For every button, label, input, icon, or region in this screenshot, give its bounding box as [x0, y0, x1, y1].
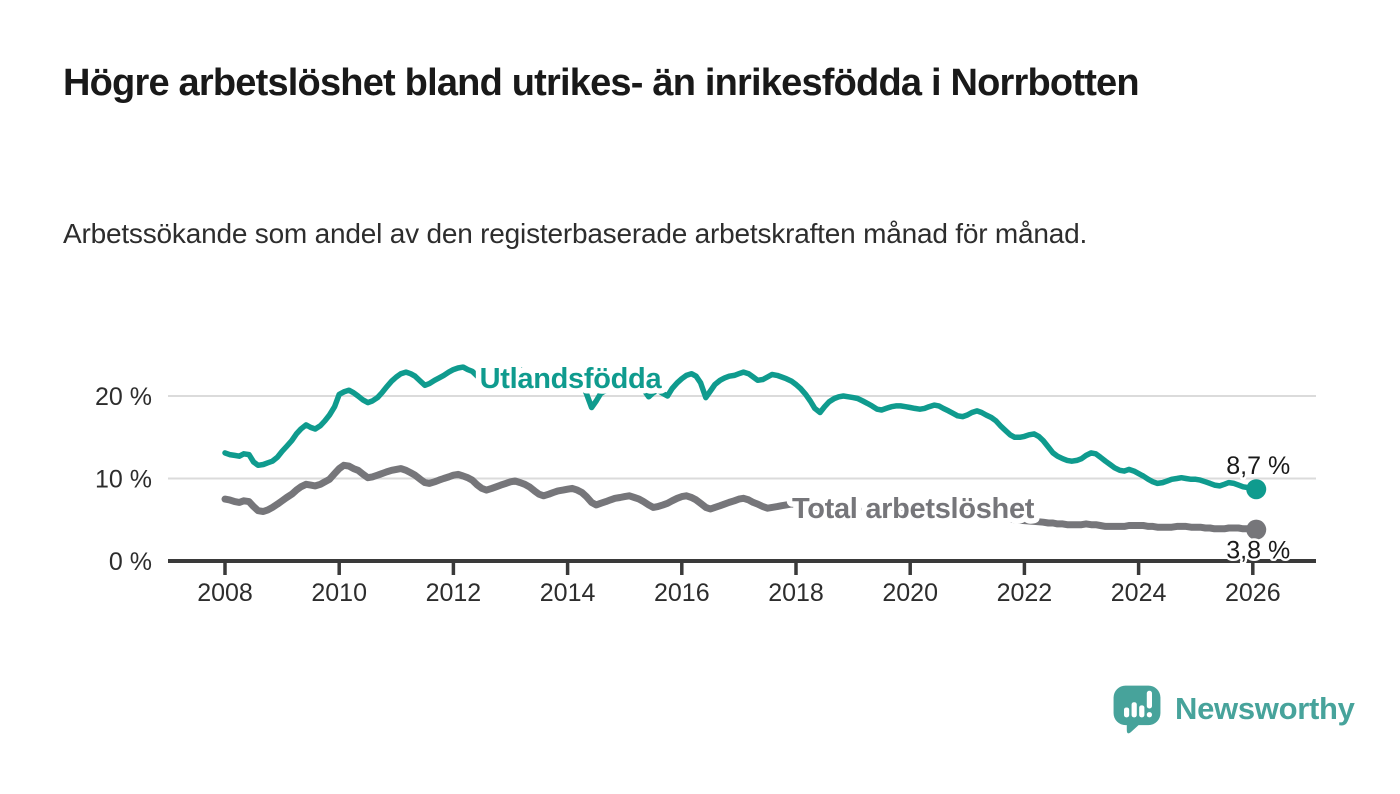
series-end-value-label-utlandsf-dda: 8,7 % — [1226, 452, 1290, 480]
x-tick-label: 2018 — [768, 579, 824, 607]
series-end-dot-total-arbetsl-shet — [1246, 519, 1267, 540]
x-tick-label: 2008 — [197, 579, 253, 607]
bar-short — [1123, 707, 1130, 718]
bar-tall — [1131, 702, 1137, 718]
bar-chart-glyph — [1123, 690, 1152, 718]
y-tick-label: 0 % — [109, 548, 152, 576]
series-end-dot-utlandsf-dda — [1246, 479, 1267, 500]
brand-name: Newsworthy — [1175, 691, 1355, 726]
series-end-value-label-total-arbetsl-shet: 3,8 % — [1226, 537, 1290, 565]
page-title: Högre arbetslöshet bland utrikes- än inr… — [63, 62, 1140, 104]
series-label-utlandsf-dda: Utlandsfödda — [480, 363, 663, 395]
exclamation-dot — [1146, 712, 1152, 718]
x-tick-label: 2020 — [882, 579, 938, 607]
y-tick-label: 20 % — [95, 383, 152, 411]
x-tick-label: 2016 — [654, 579, 710, 607]
x-tick-label: 2014 — [540, 579, 596, 607]
x-tick-label: 2024 — [1111, 579, 1167, 607]
series-line-total-arbetsl-shet — [221, 461, 1260, 534]
exclamation-bar — [1146, 690, 1152, 709]
brand-footer: Newsworthy — [1112, 684, 1355, 734]
newsworthy-logo-icon — [1113, 685, 1161, 734]
series-label-total-arbetsl-shet: Total arbetslöshet — [792, 493, 1035, 525]
speech-bubble-shape — [1113, 685, 1161, 734]
series-line-utlandsf-dda — [222, 364, 1259, 492]
page-subtitle: Arbetssökande som andel av den registerb… — [63, 218, 1088, 249]
bar-medium — [1139, 705, 1145, 718]
x-tick-label: 2010 — [311, 579, 367, 607]
x-tick-label: 2022 — [997, 579, 1053, 607]
x-tick-label: 2012 — [426, 579, 482, 607]
x-tick-label: 2026 — [1225, 579, 1281, 607]
y-tick-label: 10 % — [95, 466, 152, 494]
